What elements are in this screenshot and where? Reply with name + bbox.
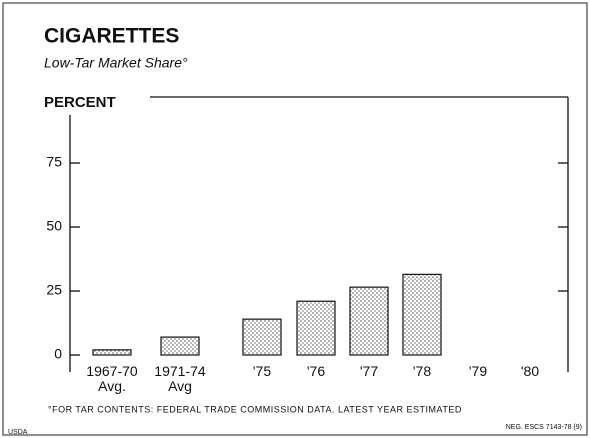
bar: [92, 349, 132, 356]
y-tick-label: 25: [46, 282, 62, 298]
chart-title: CIGARETTES: [44, 25, 179, 48]
bar: [242, 318, 282, 356]
y-tick-label: 50: [46, 218, 62, 234]
source-right: NEG. ESCS 7143-78 (9): [506, 424, 582, 431]
bar: [402, 273, 442, 356]
source-left: USDA: [8, 429, 28, 436]
y-axis-label: PERCENT: [44, 94, 116, 111]
y-tick-label: 75: [46, 154, 62, 170]
x-tick-label: '75: [253, 363, 271, 379]
x-tick-label: '78: [413, 363, 431, 379]
footnote: °FOR TAR CONTENTS: FEDERAL TRADE COMMISS…: [48, 404, 462, 414]
y-tick-label: 0: [54, 346, 62, 362]
bar: [349, 286, 389, 356]
x-tick-label: 1967-70 Avg.: [86, 363, 138, 394]
bar: [160, 336, 200, 356]
x-tick-label: 1971-74 Avg: [154, 363, 206, 394]
x-tick-label: '79: [469, 363, 487, 379]
x-tick-label: '80: [521, 363, 539, 379]
frame: [69, 96, 569, 372]
x-tick-label: '76: [307, 363, 325, 379]
chart-subtitle: Low-Tar Market Share°: [44, 55, 188, 71]
x-tick-label: '77: [360, 363, 378, 379]
bar: [296, 300, 336, 356]
